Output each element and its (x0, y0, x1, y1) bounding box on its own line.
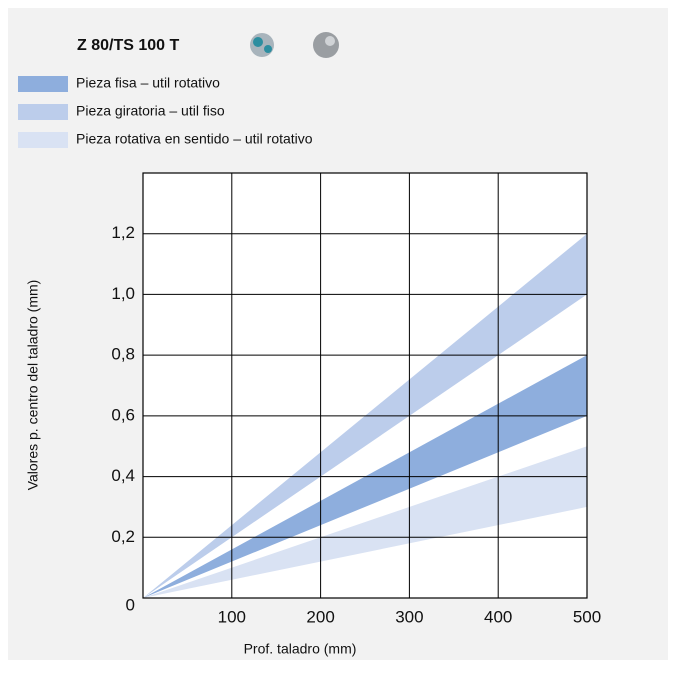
x-axis-label: Prof. taladro (mm) (244, 641, 357, 657)
legend-swatch (18, 132, 68, 148)
x-tick-label: 100 (218, 607, 246, 626)
y-axis-label: Valores p. centro del taladro (mm) (25, 280, 41, 491)
plot-frame (142, 172, 588, 599)
x-tick-label: 300 (395, 607, 423, 626)
legend-label: Pieza rotativa en sentido – util rotativ… (76, 131, 313, 147)
x-tick-label: 500 (573, 607, 601, 626)
y-tick-label: 0,4 (111, 466, 135, 485)
x-tick-label: 400 (484, 607, 512, 626)
legend-label: Pieza giratoria – util fiso (76, 103, 225, 119)
y-tick-label: 0,8 (111, 345, 135, 364)
band (143, 446, 587, 598)
x-tick-label: 200 (306, 607, 334, 626)
tool-icon (250, 33, 274, 57)
y-tick-label: 1,2 (111, 223, 135, 242)
legend-swatch (18, 104, 68, 120)
y-tick-label: 1,0 (111, 284, 135, 303)
y-tick-label: 0,6 (111, 405, 135, 424)
legend-swatch (18, 76, 68, 92)
y-tick-label: 0,2 (111, 527, 135, 546)
y-tick-label: 0 (126, 595, 135, 614)
legend-label: Pieza fisa – util rotativo (76, 75, 220, 91)
chart-title: Z 80/TS 100 T (77, 37, 179, 54)
part-icon (313, 32, 339, 58)
